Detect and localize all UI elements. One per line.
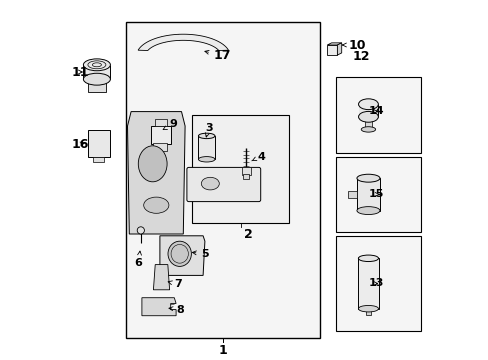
Text: 8: 8: [169, 305, 184, 315]
Bar: [198, 136, 215, 159]
Text: 15: 15: [368, 189, 383, 199]
Text: 1: 1: [218, 345, 227, 357]
Text: 16: 16: [72, 138, 89, 150]
Polygon shape: [153, 265, 169, 290]
Bar: [93, 157, 104, 162]
Ellipse shape: [83, 73, 110, 85]
Bar: [358, 104, 378, 117]
Circle shape: [137, 227, 144, 234]
Polygon shape: [160, 236, 204, 275]
Bar: [152, 143, 167, 151]
Bar: [242, 167, 250, 175]
Ellipse shape: [358, 305, 378, 312]
Ellipse shape: [201, 177, 219, 190]
Text: 9: 9: [163, 119, 177, 130]
Polygon shape: [326, 43, 341, 45]
Ellipse shape: [356, 174, 379, 182]
Text: 2: 2: [243, 228, 252, 240]
Bar: [154, 119, 167, 126]
Bar: [356, 178, 379, 211]
Bar: [364, 117, 371, 130]
Polygon shape: [337, 43, 341, 55]
Bar: [365, 309, 370, 315]
Bar: [125, 22, 320, 338]
Text: 17: 17: [204, 49, 231, 62]
Text: 11: 11: [72, 66, 89, 78]
Polygon shape: [347, 191, 356, 198]
Bar: [83, 65, 110, 79]
Ellipse shape: [138, 146, 167, 182]
Text: 3: 3: [204, 123, 212, 137]
Ellipse shape: [198, 157, 215, 162]
Text: 5: 5: [192, 249, 208, 259]
Bar: [88, 130, 110, 157]
Bar: [336, 236, 420, 331]
FancyBboxPatch shape: [186, 167, 260, 202]
Bar: [88, 79, 106, 92]
Text: 14: 14: [368, 107, 384, 116]
Text: 4: 4: [251, 152, 264, 162]
Ellipse shape: [361, 127, 375, 132]
Bar: [358, 258, 378, 309]
Text: 6: 6: [134, 251, 142, 268]
Bar: [243, 174, 249, 179]
Polygon shape: [138, 34, 228, 50]
Polygon shape: [142, 298, 176, 316]
Text: 12: 12: [352, 50, 369, 63]
Ellipse shape: [358, 99, 378, 110]
Ellipse shape: [358, 112, 378, 122]
Ellipse shape: [356, 207, 379, 215]
Ellipse shape: [83, 59, 110, 71]
Bar: [192, 115, 289, 223]
Text: 10: 10: [342, 39, 366, 51]
Ellipse shape: [143, 197, 168, 213]
Bar: [336, 77, 420, 153]
Ellipse shape: [358, 255, 378, 261]
Polygon shape: [127, 112, 185, 234]
Bar: [336, 157, 420, 232]
Ellipse shape: [198, 133, 215, 139]
Text: 13: 13: [368, 279, 383, 288]
Bar: [151, 126, 170, 144]
Bar: [326, 45, 337, 55]
Ellipse shape: [168, 241, 191, 266]
Text: 7: 7: [168, 279, 182, 289]
